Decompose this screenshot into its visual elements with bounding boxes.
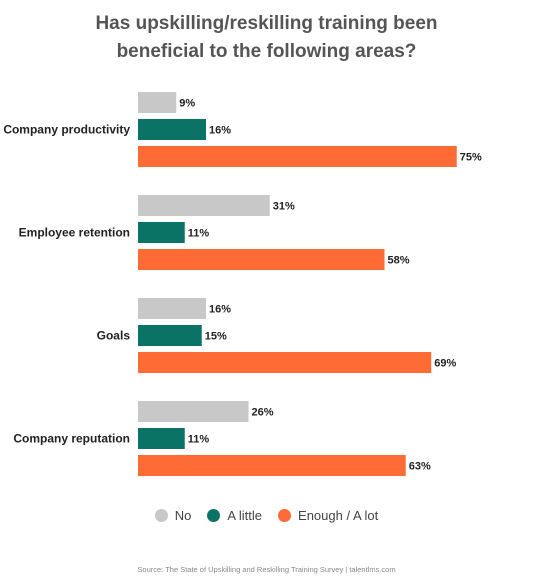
bar-company-productivity-enough-a-lot	[138, 146, 457, 167]
legend-item-no: No	[154, 508, 192, 523]
bar-employee-retention-enough-a-lot	[138, 249, 385, 270]
data-label-employee-retention-a-little: 11%	[188, 228, 210, 240]
legend-label-no: No	[174, 508, 192, 523]
legend-label-a-little: A little	[227, 508, 263, 523]
bar-company-productivity-a-little	[138, 119, 206, 140]
bar-company-reputation-a-little	[138, 428, 185, 449]
legend-label-enough: Enough / A lot	[298, 508, 379, 523]
legend: No A little Enough / A lot	[0, 508, 533, 523]
bar-employee-retention-a-little	[138, 222, 185, 243]
chart-title-line-2: beneficial to the following areas?	[116, 41, 417, 62]
category-label-goals: Goals	[97, 329, 131, 343]
data-label-employee-retention-no: 31%	[273, 201, 295, 213]
data-label-company-reputation-no: 26%	[252, 407, 274, 419]
data-label-company-productivity-no: 9%	[179, 98, 195, 110]
category-label-employee-retention: Employee retention	[19, 226, 130, 240]
data-label-company-reputation-enough-a-lot: 63%	[409, 461, 431, 473]
bar-employee-retention-no	[138, 195, 270, 216]
data-label-company-reputation-a-little: 11%	[188, 434, 210, 446]
legend-swatch-enough	[278, 509, 292, 522]
legend-item-a-little: A little	[207, 508, 262, 523]
data-label-company-productivity-a-little: 16%	[209, 125, 231, 137]
bar-goals-no	[138, 298, 206, 319]
source-note: Source: The State of Upskilling and Resk…	[137, 565, 396, 574]
data-label-company-productivity-enough-a-lot: 75%	[460, 152, 482, 164]
legend-swatch-no	[154, 509, 168, 522]
bar-company-productivity-no	[138, 92, 177, 113]
chart-title-line-1: Has upskilling/reskilling training been	[95, 13, 438, 34]
bar-goals-enough-a-lot	[138, 352, 432, 373]
legend-item-enough: Enough / A lot	[278, 508, 378, 523]
data-label-employee-retention-enough-a-lot: 58%	[388, 255, 410, 267]
data-label-goals-enough-a-lot: 69%	[434, 358, 456, 370]
legend-swatch-a-little	[207, 509, 221, 522]
bar-company-reputation-enough-a-lot	[138, 455, 406, 476]
category-label-company-reputation: Company reputation	[13, 432, 130, 446]
data-label-goals-a-little: 15%	[205, 331, 227, 343]
chart-title: Has upskilling/reskilling training been …	[0, 10, 533, 66]
data-label-goals-no: 16%	[209, 304, 231, 316]
bar-company-reputation-no	[138, 401, 249, 422]
bar-goals-a-little	[138, 325, 202, 346]
category-label-company-productivity: Company productivity	[3, 123, 130, 137]
